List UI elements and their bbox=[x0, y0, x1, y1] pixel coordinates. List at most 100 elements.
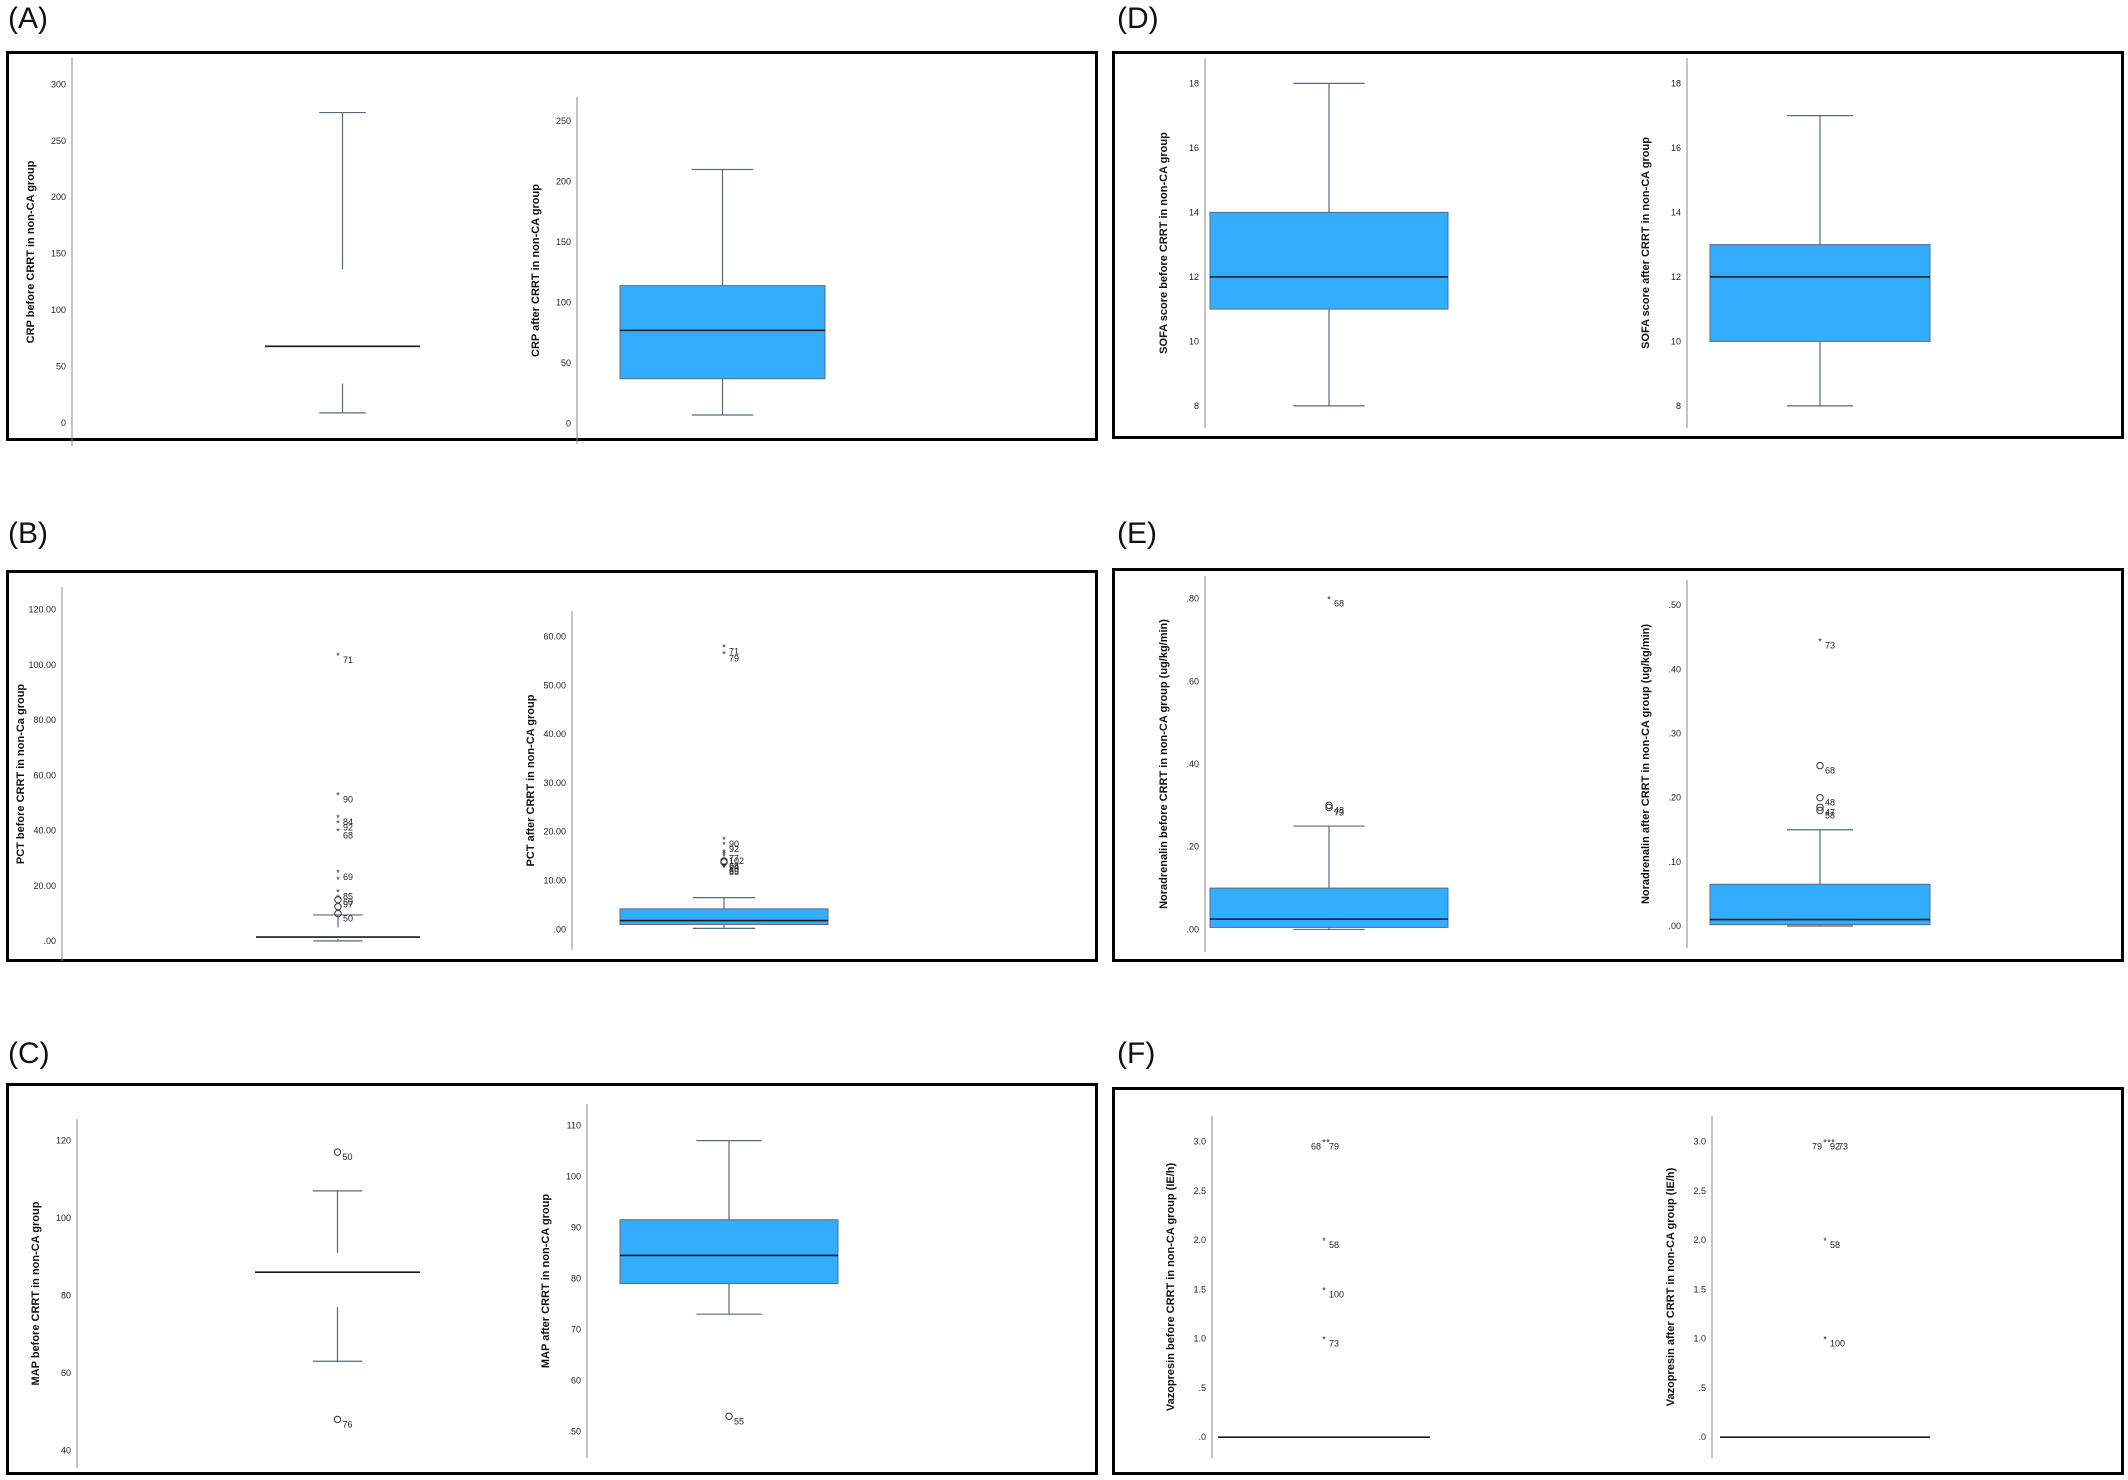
y-axis-title: CRP after CRRT in non-CA group bbox=[530, 184, 542, 357]
outlier-label: 79 bbox=[1329, 1142, 1339, 1152]
y-tick-label: 10 bbox=[1671, 336, 1681, 346]
outlier-label: 50 bbox=[343, 1152, 353, 1162]
panel-label-a: (A) bbox=[8, 2, 48, 35]
outlier-label: 102 bbox=[729, 856, 744, 866]
outlier-label: 47 bbox=[1825, 807, 1835, 817]
y-axis-title: Noradrenalin after CRRT in non-CA group … bbox=[1640, 624, 1652, 904]
y-tick-label: 40 bbox=[61, 1445, 71, 1455]
panel-frame-f bbox=[1112, 1087, 2124, 1475]
outlier-star: * bbox=[1322, 1285, 1326, 1295]
y-tick-label: 1.5 bbox=[1193, 1284, 1206, 1294]
outlier-label: 69 bbox=[343, 872, 353, 882]
outlier-circle bbox=[333, 1148, 342, 1156]
y-tick-label: 40.00 bbox=[543, 729, 566, 739]
y-tick-label: .5 bbox=[1698, 1383, 1706, 1393]
y-tick-label: .00 bbox=[1186, 924, 1199, 934]
y-tick-label: 2.5 bbox=[1693, 1186, 1706, 1196]
y-tick-label: 80.00 bbox=[33, 715, 56, 725]
y-tick-label: 50 bbox=[561, 358, 571, 368]
panel-frame-a bbox=[6, 51, 1098, 441]
y-tick-label: 3.0 bbox=[1693, 1137, 1706, 1147]
outlier-star: * bbox=[336, 893, 340, 903]
outlier-circle bbox=[725, 1412, 733, 1420]
outlier-label: 92 bbox=[1830, 1142, 1840, 1152]
y-tick-label: .00 bbox=[1668, 921, 1681, 931]
outlier-star: * bbox=[1818, 637, 1822, 647]
outlier-star: * bbox=[1327, 595, 1331, 605]
outlier-label: 85 bbox=[729, 867, 739, 877]
y-tick-label: .00 bbox=[43, 936, 56, 946]
y-tick-label: .00 bbox=[553, 924, 566, 934]
box-iqr bbox=[619, 1219, 839, 1285]
y-tick-label: 30.00 bbox=[543, 778, 566, 788]
y-tick-label: 18 bbox=[1671, 78, 1681, 88]
y-axis-title: CRP before CRRT in non-CA group bbox=[25, 160, 37, 343]
y-tick-label: 90 bbox=[571, 1222, 581, 1232]
y-tick-label: 18 bbox=[1189, 78, 1199, 88]
outlier-circle bbox=[1325, 803, 1333, 812]
box-iqr bbox=[1709, 883, 1931, 926]
outlier-label: 79 bbox=[1812, 1142, 1822, 1152]
outlier-label: 68 bbox=[1311, 1142, 1321, 1152]
outlier-label: 68 bbox=[1334, 599, 1344, 609]
outlier-star: * bbox=[722, 862, 726, 872]
outlier-label: 100 bbox=[1830, 1339, 1845, 1349]
y-tick-label: 20.00 bbox=[543, 827, 566, 837]
y-axis-title: MAP before CRRT in non-CA group bbox=[30, 1201, 42, 1385]
y-tick-label: 300 bbox=[51, 79, 66, 89]
y-tick-label: 100 bbox=[556, 298, 571, 308]
outlier-star: * bbox=[722, 835, 726, 845]
y-tick-label: .5 bbox=[1198, 1383, 1206, 1393]
y-tick-label: 100 bbox=[566, 1171, 581, 1181]
outlier-label: 77 bbox=[729, 854, 739, 864]
y-tick-label: 0 bbox=[61, 418, 66, 428]
outlier-label: 48 bbox=[1334, 805, 1344, 815]
outlier-label: 73 bbox=[1334, 807, 1344, 817]
y-tick-label: 16 bbox=[1671, 143, 1681, 153]
panel-frame-c bbox=[6, 1083, 1098, 1475]
outlier-star: * bbox=[1827, 1138, 1831, 1148]
outlier-label: 58 bbox=[1830, 1240, 1840, 1250]
outlier-star: * bbox=[722, 840, 726, 850]
panel-label-c: (C) bbox=[8, 1037, 50, 1070]
y-tick-label: 250 bbox=[51, 136, 66, 146]
outlier-circle bbox=[1816, 793, 1824, 802]
panel-frame-b bbox=[6, 570, 1098, 962]
outlier-star: * bbox=[722, 650, 726, 660]
box-iqr bbox=[1709, 244, 1931, 342]
outlier-star: * bbox=[722, 863, 726, 873]
y-tick-label: 60.00 bbox=[543, 632, 566, 642]
outlier-circle bbox=[720, 858, 728, 866]
y-tick-label: 14 bbox=[1189, 207, 1199, 217]
y-tick-label: 2.0 bbox=[1693, 1235, 1706, 1245]
outlier-label: 100 bbox=[1329, 1289, 1344, 1299]
y-tick-label: 8 bbox=[1676, 401, 1681, 411]
outlier-circle bbox=[333, 1415, 342, 1424]
y-tick-label: 20.00 bbox=[33, 881, 56, 891]
panel-label-d: (D) bbox=[1117, 2, 1159, 35]
outlier-star: * bbox=[336, 868, 340, 878]
outlier-star: * bbox=[722, 847, 726, 857]
y-tick-label: 1.5 bbox=[1693, 1284, 1706, 1294]
outlier-label: 58 bbox=[1825, 811, 1835, 821]
outlier-label: 48 bbox=[1825, 798, 1835, 808]
y-axis-title: Vazopresin before CRRT in non-CA group (… bbox=[1165, 1163, 1177, 1412]
y-tick-label: 12 bbox=[1671, 272, 1681, 282]
y-tick-label: 40.00 bbox=[33, 826, 56, 836]
outlier-star: * bbox=[336, 887, 340, 897]
outlier-star: * bbox=[1322, 1236, 1326, 1246]
outlier-star: * bbox=[722, 852, 726, 862]
y-tick-label: 60 bbox=[571, 1376, 581, 1386]
y-tick-label: 10.00 bbox=[543, 876, 566, 886]
outlier-star: * bbox=[1823, 1335, 1827, 1345]
outlier-label: 90 bbox=[343, 795, 353, 805]
outlier-circle bbox=[1816, 761, 1824, 770]
outlier-label: 58 bbox=[1329, 1240, 1339, 1250]
outlier-label: 69 bbox=[729, 866, 739, 876]
